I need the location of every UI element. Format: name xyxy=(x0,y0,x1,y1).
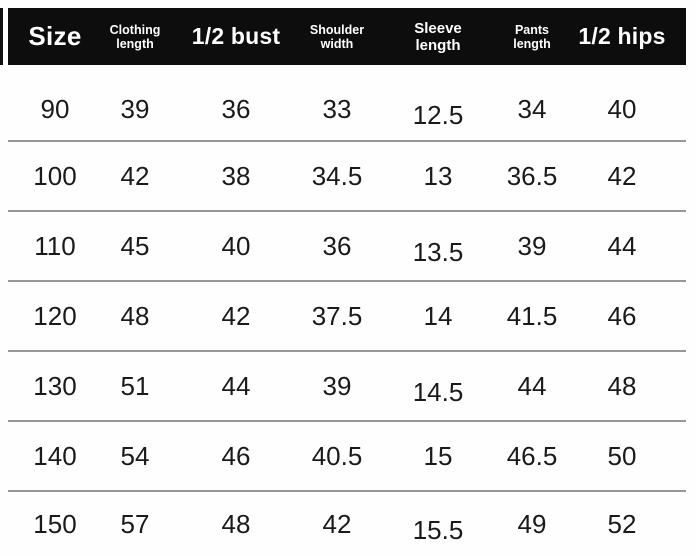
cell-size: 140 xyxy=(33,440,77,471)
column-header-sleeve-length: Sleeve length xyxy=(414,19,462,54)
cell-sleeve-length: 13 xyxy=(423,160,453,191)
cell-size: 100 xyxy=(33,160,77,191)
table-header-bar: Size Clothing length 1/2 bust Shoulder width S… xyxy=(8,8,686,65)
table-row-size-130: 130 51 44 39 14.5 44 48 xyxy=(8,352,686,422)
column-header-shoulder-width: Shoulder width xyxy=(309,22,365,51)
cell-sleeve-length: 14.5 xyxy=(412,376,464,407)
cell-half-bust: 44 xyxy=(221,370,251,401)
cell-size: 90 xyxy=(40,94,70,124)
column-header-half-hips: 1/2 hips xyxy=(578,23,666,49)
cell-pants-length: 36.5 xyxy=(506,160,558,191)
table-row-size-110: 110 45 40 36 13.5 39 44 xyxy=(8,212,686,282)
cell-pants-length: 44 xyxy=(517,370,547,401)
header-bar-left-fragment xyxy=(0,8,3,65)
cell-size: 130 xyxy=(33,370,77,401)
cell-half-bust: 40 xyxy=(221,230,251,261)
cell-half-bust: 38 xyxy=(221,160,251,191)
cell-pants-length: 46.5 xyxy=(506,440,558,471)
column-header-size: Size xyxy=(28,21,82,51)
cell-sleeve-length: 15 xyxy=(423,440,453,471)
cell-shoulder-width: 37.5 xyxy=(311,300,363,331)
cell-half-hips: 40 xyxy=(607,94,637,124)
cell-clothing-length: 45 xyxy=(120,230,150,261)
cell-shoulder-width: 40.5 xyxy=(311,440,363,471)
cell-sleeve-length: 15.5 xyxy=(412,514,464,545)
table-row-size-120: 120 48 42 37.5 14 41.5 46 xyxy=(8,282,686,352)
cell-sleeve-length: 13.5 xyxy=(412,236,464,267)
column-header-pants-length: Pants length xyxy=(513,22,551,51)
cell-shoulder-width: 36 xyxy=(322,230,352,261)
cell-pants-length: 34 xyxy=(517,94,547,124)
table-row-size-140: 140 54 46 40.5 15 46.5 50 xyxy=(8,422,686,492)
cell-size: 120 xyxy=(33,300,77,331)
cell-size: 150 xyxy=(33,508,77,539)
table-body: 90 39 36 33 12.5 34 40 100 42 38 34.5 13 36.5 42 110 45… xyxy=(8,65,686,556)
cell-clothing-length: 57 xyxy=(120,508,150,539)
table-row-size-100: 100 42 38 34.5 13 36.5 42 xyxy=(8,142,686,212)
cell-half-bust: 42 xyxy=(221,300,251,331)
cell-clothing-length: 48 xyxy=(120,300,150,331)
column-header-half-bust: 1/2 bust xyxy=(191,23,281,49)
cell-size: 110 xyxy=(34,230,76,261)
column-header-clothing-length: Clothing length xyxy=(109,22,161,51)
cell-sleeve-length: 12.5 xyxy=(412,100,464,130)
cell-clothing-length: 39 xyxy=(120,94,150,124)
table-row-size-150: 150 57 48 42 15.5 49 52 xyxy=(8,492,686,556)
cell-clothing-length: 51 xyxy=(120,370,150,401)
cell-half-bust: 36 xyxy=(221,94,251,124)
cell-pants-length: 49 xyxy=(517,508,547,539)
cell-pants-length: 39 xyxy=(517,230,547,261)
cell-sleeve-length: 14 xyxy=(423,300,453,331)
cell-half-hips: 48 xyxy=(607,370,637,401)
cell-half-bust: 48 xyxy=(221,508,251,539)
cell-shoulder-width: 33 xyxy=(322,94,352,124)
cell-half-bust: 46 xyxy=(221,440,251,471)
cell-half-hips: 44 xyxy=(607,230,637,261)
cell-pants-length: 41.5 xyxy=(506,300,558,331)
cell-shoulder-width: 34.5 xyxy=(311,160,363,191)
cell-half-hips: 52 xyxy=(607,508,637,539)
cell-shoulder-width: 42 xyxy=(322,508,352,539)
cell-half-hips: 42 xyxy=(607,160,637,191)
cell-clothing-length: 42 xyxy=(120,160,150,191)
cell-shoulder-width: 39 xyxy=(322,370,352,401)
cell-clothing-length: 54 xyxy=(120,440,150,471)
cell-half-hips: 46 xyxy=(607,300,637,331)
table-row-size-90: 90 39 36 33 12.5 34 40 xyxy=(8,65,686,142)
cell-half-hips: 50 xyxy=(607,440,637,471)
